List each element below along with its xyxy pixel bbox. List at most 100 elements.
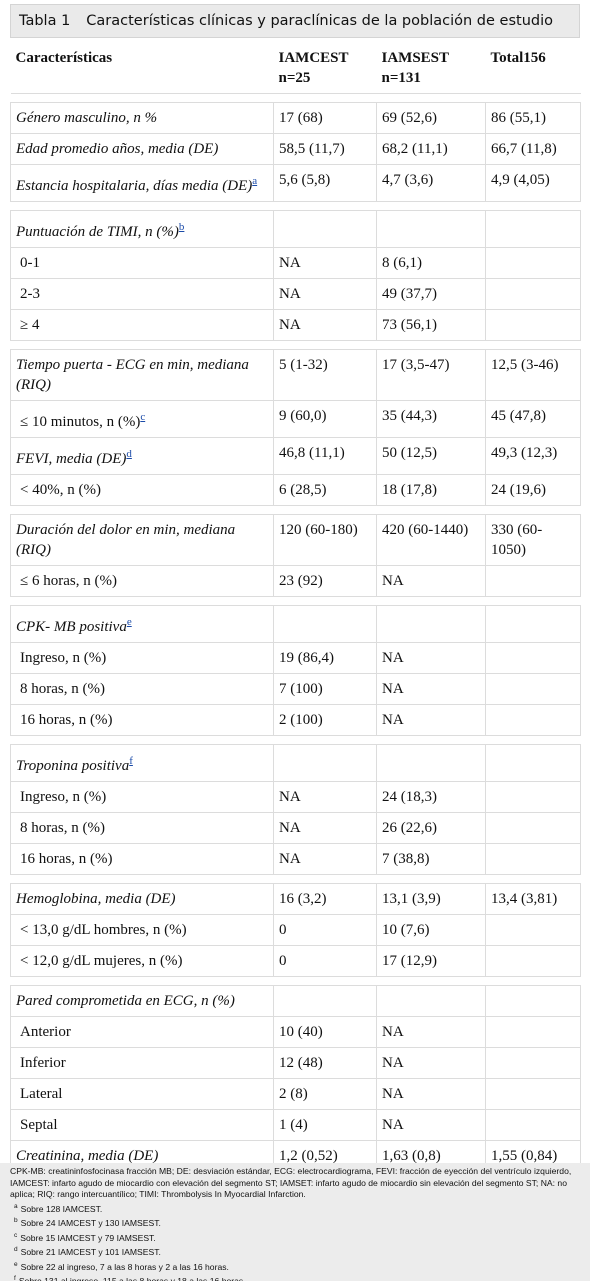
row-label-cell: Septal — [10, 1109, 274, 1141]
footnote-mark: c — [14, 1231, 18, 1239]
cell-value: NA — [382, 1055, 404, 1071]
row-label-cell: Ingreso, n (%) — [10, 781, 274, 813]
spacer-row — [10, 874, 581, 884]
table-row: ≥ 4 NA 73 (56,1) — [10, 309, 581, 341]
row-label-cell: Edad promedio años, media (DE) — [10, 133, 274, 165]
value-cell — [273, 210, 377, 248]
footnote-link[interactable]: b — [178, 221, 185, 233]
value-cell — [485, 247, 581, 279]
footnote-link[interactable]: a — [252, 175, 258, 187]
table-row: Lateral 2 (8) NA — [10, 1078, 581, 1110]
spacer-cell — [10, 201, 581, 211]
cell-value: 1,63 (0,8) — [382, 1148, 441, 1164]
cell-value: 45 (47,8) — [491, 408, 546, 424]
value-cell — [273, 985, 377, 1017]
cell-value: 17 (3,5-47) — [382, 357, 450, 373]
value-cell: 23 (92) — [273, 565, 377, 597]
table-row: Duración del dolor en min, mediana (RIQ)… — [10, 514, 581, 566]
value-cell: 18 (17,8) — [376, 474, 486, 506]
value-cell: NA — [376, 704, 486, 736]
header-row: Características IAMCEST n=25 IAMSEST n=131 To… — [10, 48, 581, 94]
cell-value: 1,55 (0,84) — [491, 1148, 558, 1164]
value-cell: 330 (60-1050) — [485, 514, 581, 566]
cell-value: 23 (92) — [279, 573, 323, 589]
row-label-cell: 0-1 — [10, 247, 274, 279]
value-cell: 69 (52,6) — [376, 102, 486, 134]
spacer-row — [10, 596, 581, 606]
cell-value: 5 (1-32) — [279, 357, 328, 373]
row-label: 0-1 — [20, 255, 40, 271]
footnote-link[interactable]: e — [126, 616, 132, 628]
table-row: Troponina positivaf — [10, 744, 581, 782]
table-row: ≤ 10 minutos, n (%)c 9 (60,0) 35 (44,3) 45 … — [10, 400, 581, 438]
value-cell: 68,2 (11,1) — [376, 133, 486, 165]
value-cell: 12,5 (3-46) — [485, 349, 581, 401]
cell-value: NA — [382, 1024, 404, 1040]
row-label: 16 horas, n (%) — [20, 712, 113, 728]
row-label: Inferior — [20, 1055, 66, 1071]
cell-value: 5,6 (5,8) — [279, 172, 331, 188]
cell-value: 50 (12,5) — [382, 445, 437, 461]
value-cell: 12 (48) — [273, 1047, 377, 1079]
table-row: Ingreso, n (%) 19 (86,4) NA — [10, 642, 581, 674]
footnote-text: Sobre 131 al ingreso, 115 a las 8 horas … — [18, 1275, 246, 1281]
footnote-ref: b — [179, 219, 185, 233]
row-label: Ingreso, n (%) — [20, 789, 107, 805]
row-label-cell: Pared comprometida en ECG, n (%) — [10, 985, 274, 1017]
row-label: Lateral — [20, 1086, 63, 1102]
cell-value: 16 (3,2) — [279, 891, 327, 907]
table-row: Ingreso, n (%) NA 24 (18,3) — [10, 781, 581, 813]
value-cell — [376, 210, 486, 248]
cell-value: NA — [279, 286, 301, 302]
value-cell: 6 (28,5) — [273, 474, 377, 506]
cell-value: 7 (38,8) — [382, 851, 430, 867]
cell-value: 2 (8) — [279, 1086, 308, 1102]
value-cell: NA — [376, 1016, 486, 1048]
value-cell: 50 (12,5) — [376, 437, 486, 475]
value-cell: 8 (6,1) — [376, 247, 486, 279]
value-cell: 120 (60-180) — [273, 514, 377, 566]
header-cell: Total156 — [485, 48, 581, 94]
value-cell — [485, 1047, 581, 1079]
table-body: Género masculino, n % 17 (68) 69 (52,6) 86 … — [10, 93, 581, 1172]
row-label: 8 horas, n (%) — [20, 820, 105, 836]
cell-value: NA — [382, 1086, 404, 1102]
value-cell: 58,5 (11,7) — [273, 133, 377, 165]
row-label: < 12,0 g/dL mujeres, n (%) — [20, 953, 183, 969]
footnote-link[interactable]: d — [126, 448, 132, 460]
table-row: Pared comprometida en ECG, n (%) — [10, 985, 581, 1017]
table-row: Tiempo puerta - ECG en min, mediana (RIQ… — [10, 349, 581, 401]
row-label-cell: Puntuación de TIMI, n (%)b — [10, 210, 274, 248]
footnote-mark: a — [14, 1202, 18, 1210]
row-label: CPK- MB positiva — [16, 619, 127, 635]
footnote: d Sobre 21 IAMCEST y 101 IAMSEST. — [10, 1244, 584, 1258]
footnote-link[interactable]: f — [129, 755, 133, 767]
value-cell: NA — [376, 642, 486, 674]
cell-value: 66,7 (11,8) — [491, 141, 557, 157]
header-text: IAMSEST — [381, 50, 450, 66]
row-label-cell: 8 horas, n (%) — [10, 812, 274, 844]
row-label-cell: ≤ 10 minutos, n (%)c — [10, 400, 274, 438]
table-row: 2-3 NA 49 (37,7) — [10, 278, 581, 310]
value-cell — [273, 605, 377, 643]
spacer-cell — [10, 735, 581, 745]
cell-value: NA — [279, 317, 301, 333]
spacer-cell — [10, 340, 581, 350]
value-cell: 13,4 (3,81) — [485, 883, 581, 915]
value-cell: NA — [376, 1109, 486, 1141]
footnote-link[interactable]: c — [140, 411, 146, 423]
cell-value: 24 (19,6) — [491, 482, 546, 498]
value-cell: 10 (7,6) — [376, 914, 486, 946]
cell-value: NA — [382, 1117, 404, 1133]
value-cell: 35 (44,3) — [376, 400, 486, 438]
value-cell: 86 (55,1) — [485, 102, 581, 134]
value-cell — [485, 843, 581, 875]
table-row: < 13,0 g/dL hombres, n (%) 0 10 (7,6) — [10, 914, 581, 946]
cell-value: 24 (18,3) — [382, 789, 437, 805]
cell-value: 330 (60-1050) — [491, 522, 543, 558]
header-text: IAMCEST — [278, 50, 349, 66]
cell-value: 420 (60-1440) — [382, 522, 469, 538]
value-cell — [485, 278, 581, 310]
row-label: Troponina positiva — [16, 758, 130, 774]
cell-value: NA — [382, 712, 404, 728]
